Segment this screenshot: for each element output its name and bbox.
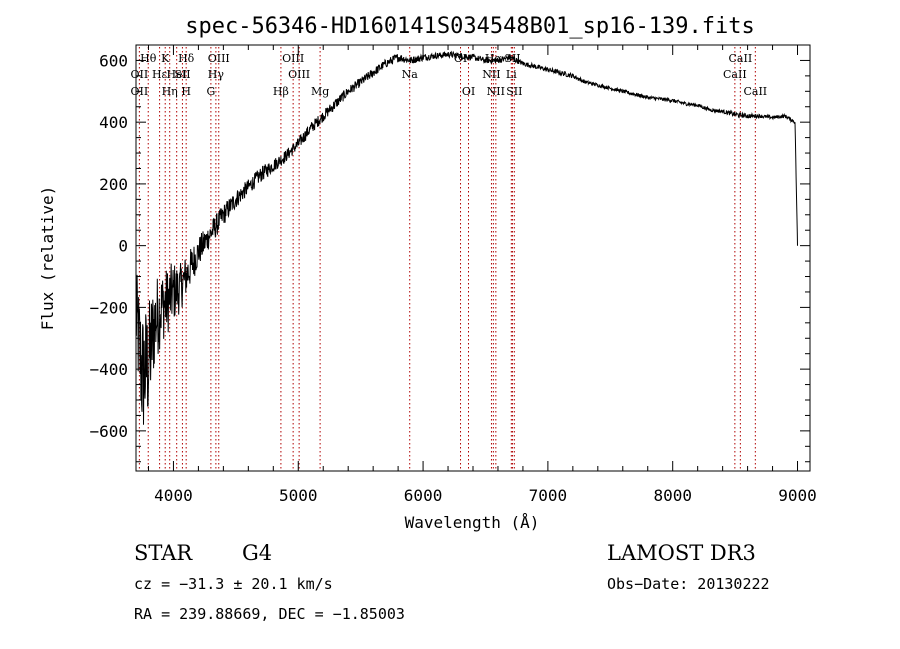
line-marker-label: Hη [162, 85, 178, 98]
y-tick-label: 200 [99, 175, 128, 194]
x-tick-label: 5000 [279, 486, 318, 505]
line-marker-label: Hβ [273, 85, 289, 98]
line-marker-label: Li [506, 68, 517, 81]
x-axis-label: Wavelength (Å) [405, 513, 540, 532]
y-tick-label: −200 [89, 298, 128, 317]
survey-name: LAMOST DR3 [607, 541, 756, 565]
line-marker-label: K [161, 52, 170, 65]
x-tick-label: 4000 [154, 486, 193, 505]
line-marker-label: H [181, 85, 191, 98]
line-marker-label: Hε [152, 68, 168, 81]
line-marker-label: NII [482, 68, 500, 81]
y-axis-ticks: −600 −400 −200 0 200 400 600 [89, 51, 810, 463]
line-marker-label: OII [131, 68, 149, 81]
x-tick-label: 8000 [653, 486, 692, 505]
spectrum-line [135, 50, 798, 425]
line-marker-label: OIII [282, 52, 304, 65]
line-marker-label: Hγ [208, 68, 225, 81]
x-tick-label: 9000 [778, 486, 817, 505]
y-axis-label: Flux (relative) [38, 186, 57, 331]
y-tick-label: 0 [118, 237, 128, 256]
y-tick-label: −400 [89, 360, 128, 379]
line-marker-label: Na [402, 68, 419, 81]
y-tick-label: 400 [99, 113, 128, 132]
redshift-cz: cz = −31.3 ± 20.1 km/s [134, 575, 333, 593]
line-marker-label: SII [506, 85, 522, 98]
line-marker-label: OIII [208, 52, 230, 65]
line-marker-label: Hδ [178, 52, 195, 65]
y-tick-label: 600 [99, 51, 128, 70]
line-marker-label: CaII [729, 52, 753, 65]
line-marker-label: Mg [311, 85, 329, 98]
line-marker-label: CaII [723, 68, 747, 81]
line-marker-label: OIII [288, 68, 310, 81]
spectral-line-markers [138, 47, 756, 471]
line-marker-label: SII [174, 68, 190, 81]
x-axis-ticks: 4000 5000 6000 7000 8000 9000 [147, 45, 817, 505]
x-tick-label: 7000 [529, 486, 568, 505]
y-tick-label: −600 [89, 422, 128, 441]
line-marker-label: OI [462, 85, 475, 98]
line-marker-label: NII [487, 85, 505, 98]
ra-dec: RA = 239.88669, DEC = −1.85003 [134, 605, 405, 623]
line-marker-label: CaII [743, 85, 767, 98]
line-marker-label: G [206, 85, 215, 98]
line-marker-label: Hθ [140, 52, 157, 65]
obs-date: Obs−Date: 20130222 [607, 575, 770, 593]
x-tick-label: 6000 [404, 486, 443, 505]
object-class: STAR [134, 541, 193, 565]
line-marker-label: HeI [166, 68, 186, 81]
object-subclass: G4 [242, 541, 272, 565]
chart-title: spec-56346-HD160141S034548B01_sp16-139.f… [185, 14, 755, 39]
